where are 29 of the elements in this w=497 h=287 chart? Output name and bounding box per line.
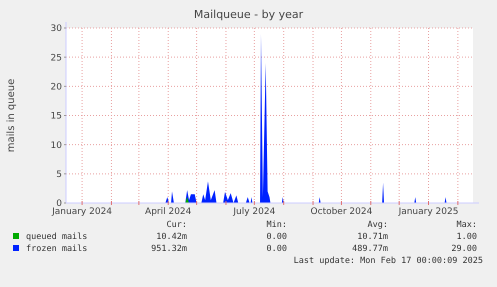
x-tick-label: January 2025: [398, 207, 458, 217]
y-tick-label: 15: [50, 112, 62, 122]
y-tick-label: 30: [50, 24, 62, 34]
y-tick-label: 10: [50, 140, 62, 151]
x-tick-label: April 2024: [145, 207, 192, 217]
text: 1.00: [456, 232, 477, 242]
text: Avg:: [368, 220, 388, 230]
text: Max:: [456, 220, 477, 230]
text: Min:: [266, 220, 287, 230]
text: 489.77m: [352, 244, 388, 254]
text: 10.71m: [357, 232, 388, 242]
legend-label: frozen mails: [26, 244, 88, 254]
text: 0.00: [266, 232, 287, 242]
y-axis-title: mails in queue: [6, 78, 17, 152]
text: 951.32m: [151, 244, 187, 254]
x-tick-label: January 2024: [51, 207, 112, 217]
text: 0.00: [266, 244, 287, 254]
text: 29.00: [451, 244, 477, 254]
y-tick-label: 20: [50, 82, 62, 92]
text: Cur:: [166, 220, 187, 230]
x-tick-label: July 2024: [232, 207, 276, 217]
y-tick-label: 25: [50, 53, 62, 64]
text: 10.42m: [156, 232, 187, 242]
text: Last update: Mon Feb 17 00:00:09 2025: [294, 256, 483, 266]
y-tick-label: 0: [56, 199, 62, 210]
y-tick-label: 5: [56, 170, 62, 180]
chart-title: Mailqueue - by year: [194, 8, 304, 21]
x-tick-label: October 2024: [310, 207, 373, 217]
legend-label: queued mails: [26, 232, 88, 242]
